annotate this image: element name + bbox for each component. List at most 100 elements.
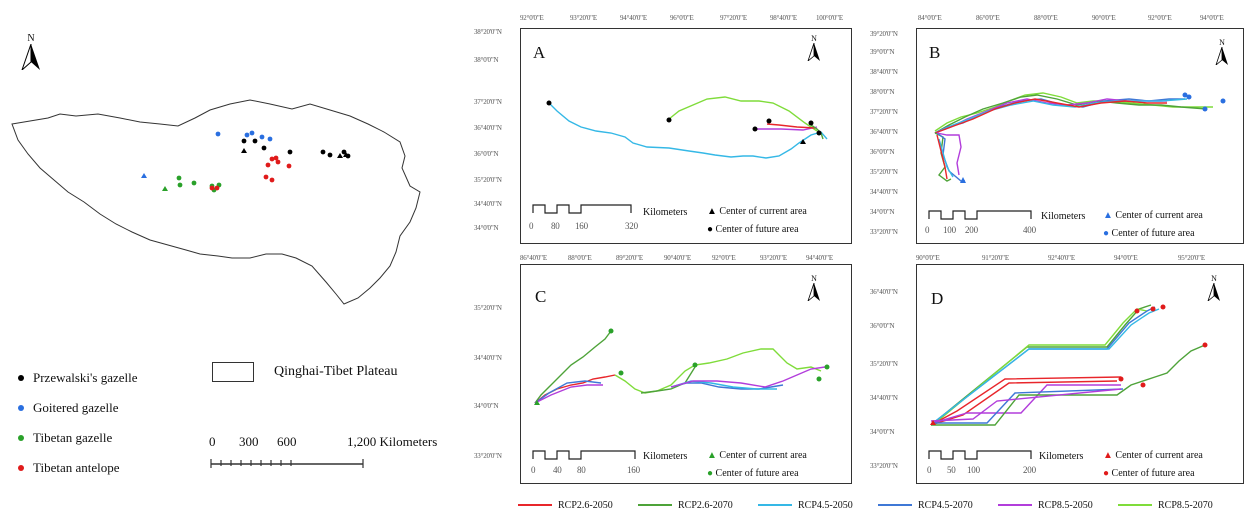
legend-label: Tibetan antelope bbox=[33, 460, 120, 475]
future-legend-item: ● Center of future area bbox=[707, 468, 799, 479]
lon-tick: 90°40'0"E bbox=[664, 254, 691, 262]
scenario-label: RCP2.6-2050 bbox=[558, 499, 613, 511]
scenario-swatch bbox=[758, 504, 792, 506]
lat-tick: 36°40'0"N bbox=[870, 288, 898, 296]
marker-legend: ▲ Center of current area ● Center of fut… bbox=[707, 447, 807, 483]
lon-tick: 94°0'0"E bbox=[1114, 254, 1138, 262]
scale-tick-label: 0 bbox=[209, 434, 216, 449]
scenario-swatch bbox=[638, 504, 672, 506]
track-rcp26-2070 bbox=[934, 94, 1208, 134]
lat-tick: 33°20'0"N bbox=[474, 452, 502, 460]
legend-label: Goitered gazelle bbox=[33, 400, 119, 415]
scale-bar-graphic bbox=[210, 459, 364, 468]
future-label: Center of future area bbox=[1111, 468, 1195, 479]
scale-unit: Kilometers bbox=[1039, 451, 1084, 462]
scale-tick-label: 200 bbox=[965, 225, 978, 235]
scale-tick-label: 600 bbox=[277, 434, 297, 449]
scale-tick-label: 160 bbox=[575, 221, 588, 231]
panel-a-top-ticks: 92°0'0"E 93°20'0"E 94°40'0"E 96°0'0"E 97… bbox=[520, 14, 850, 24]
legend-dot bbox=[18, 405, 24, 411]
current-label: Center of current area bbox=[719, 450, 807, 461]
lon-tick: 100°0'0"E bbox=[816, 14, 843, 22]
scale-tick-label: 200 bbox=[1023, 465, 1036, 475]
track-rcp26-2070 bbox=[534, 330, 612, 404]
panel-c-tracks bbox=[534, 328, 830, 405]
plateau-outline bbox=[11, 99, 421, 305]
lat-tick: 36°0'0"N bbox=[870, 148, 895, 156]
track-rcp45-2050 bbox=[548, 102, 828, 159]
future-centers bbox=[546, 100, 822, 136]
track-rcp26-2050 bbox=[766, 123, 816, 129]
lon-tick: 92°0'0"E bbox=[712, 254, 736, 262]
marker-legend: ▲ Center of current area ● Center of fut… bbox=[1103, 207, 1203, 243]
region-swatch bbox=[212, 362, 254, 382]
lon-tick: 92°40'0"E bbox=[1048, 254, 1075, 262]
lon-tick: 94°40'0"E bbox=[620, 14, 647, 22]
current-legend-item: ▲ Center of current area bbox=[1103, 210, 1203, 221]
scale-tick-label: 100 bbox=[967, 465, 980, 475]
future-legend-item: ● Center of future area bbox=[707, 224, 799, 235]
legend-item: Tibetan antelope bbox=[18, 453, 198, 483]
track-rcp45-2070-b bbox=[933, 388, 1124, 424]
lon-tick: 93°20'0"E bbox=[760, 254, 787, 262]
scale-tick-label: 80 bbox=[577, 465, 586, 475]
track-south-cyan bbox=[938, 138, 954, 178]
lat-tick: 35°20'0"N bbox=[870, 168, 898, 176]
lat-tick: 39°0'0"N bbox=[870, 48, 895, 56]
scale-tick-label: 160 bbox=[627, 465, 640, 475]
lon-tick: 94°0'0"E bbox=[1200, 14, 1224, 22]
lon-tick: 88°0'0"E bbox=[1034, 14, 1058, 22]
scenario-item: RCP2.6-2050 bbox=[518, 500, 638, 511]
scale-unit: Kilometers bbox=[643, 451, 688, 462]
current-legend-item: ▲ Center of current area bbox=[1103, 450, 1203, 461]
lat-tick: 34°0'0"N bbox=[474, 224, 499, 232]
panel-b: B N 0 100 200 400 Kilometers ▲ Center of… bbox=[916, 28, 1244, 244]
lon-tick: 97°20'0"E bbox=[720, 14, 747, 22]
track-rcp26-2070-east bbox=[640, 366, 696, 394]
lon-tick: 88°0'0"E bbox=[568, 254, 592, 262]
north-label: N bbox=[27, 33, 35, 44]
future-legend-item: ● Center of future area bbox=[1103, 468, 1195, 479]
scale-tick-label: 0 bbox=[925, 225, 930, 235]
north-arrow-icon bbox=[1215, 46, 1228, 67]
panel-a-tracks bbox=[546, 96, 828, 159]
scenario-item: RCP8.5-2070 bbox=[1118, 500, 1238, 511]
legend-item: Tibetan gazelle bbox=[18, 423, 198, 453]
track-rcp85-2050 bbox=[534, 384, 603, 404]
lon-tick: 89°20'0"E bbox=[616, 254, 643, 262]
panel-label: D bbox=[931, 289, 944, 308]
scenario-swatch bbox=[878, 504, 912, 506]
panel-a: A N 0 80 160 320 Kilometers ▲ Center of … bbox=[520, 28, 852, 244]
scale-tick-label: 50 bbox=[947, 465, 956, 475]
future-label: Center of future area bbox=[715, 468, 799, 479]
lat-tick: 36°0'0"N bbox=[474, 150, 499, 158]
scale-unit: Kilometers bbox=[643, 207, 688, 218]
lat-tick: 34°0'0"N bbox=[474, 402, 499, 410]
lat-tick: 36°40'0"N bbox=[870, 128, 898, 136]
lat-tick: 34°40'0"N bbox=[870, 394, 898, 402]
region-label: Qinghai-Tibet Plateau bbox=[274, 364, 398, 379]
lon-tick: 86°40'0"E bbox=[520, 254, 547, 262]
track-rcp85-2070 bbox=[932, 308, 1148, 426]
north-arrow-icon bbox=[807, 42, 820, 63]
track-south-purple bbox=[936, 132, 962, 176]
scale-bar-graphic bbox=[928, 210, 1032, 220]
lat-tick: 34°40'0"N bbox=[474, 200, 502, 208]
overview-north-arrow: N bbox=[20, 34, 42, 73]
panel-d-left-ticks: 36°40'0"N 36°0'0"N 35°20'0"N 34°40'0"N 3… bbox=[870, 264, 916, 482]
panel-b-top-ticks: 84°0'0"E 86°0'0"E 88°0'0"E 90°0'0"E 92°0… bbox=[916, 14, 1242, 24]
panel-c: C N 0 40 80 160 Kilometers ▲ Center of c… bbox=[520, 264, 852, 484]
scenario-item: RCP8.5-2050 bbox=[998, 500, 1118, 511]
scale-tick-label: 40 bbox=[553, 465, 562, 475]
goitered-points bbox=[141, 130, 273, 178]
scale-unit: Kilometers bbox=[1041, 211, 1086, 222]
panel-label: B bbox=[929, 43, 941, 62]
track-rcp45-2050 bbox=[934, 98, 1188, 134]
legend-item: Goitered gazelle bbox=[18, 393, 198, 423]
north-arrow: N bbox=[805, 35, 823, 64]
lat-tick: 35°20'0"N bbox=[474, 176, 502, 184]
track-rcp85-2070 bbox=[668, 96, 818, 132]
scenario-swatch bbox=[518, 504, 552, 506]
scale-tick-label: 80 bbox=[551, 221, 560, 231]
scenario-label: RCP4.5-2070 bbox=[918, 499, 973, 511]
